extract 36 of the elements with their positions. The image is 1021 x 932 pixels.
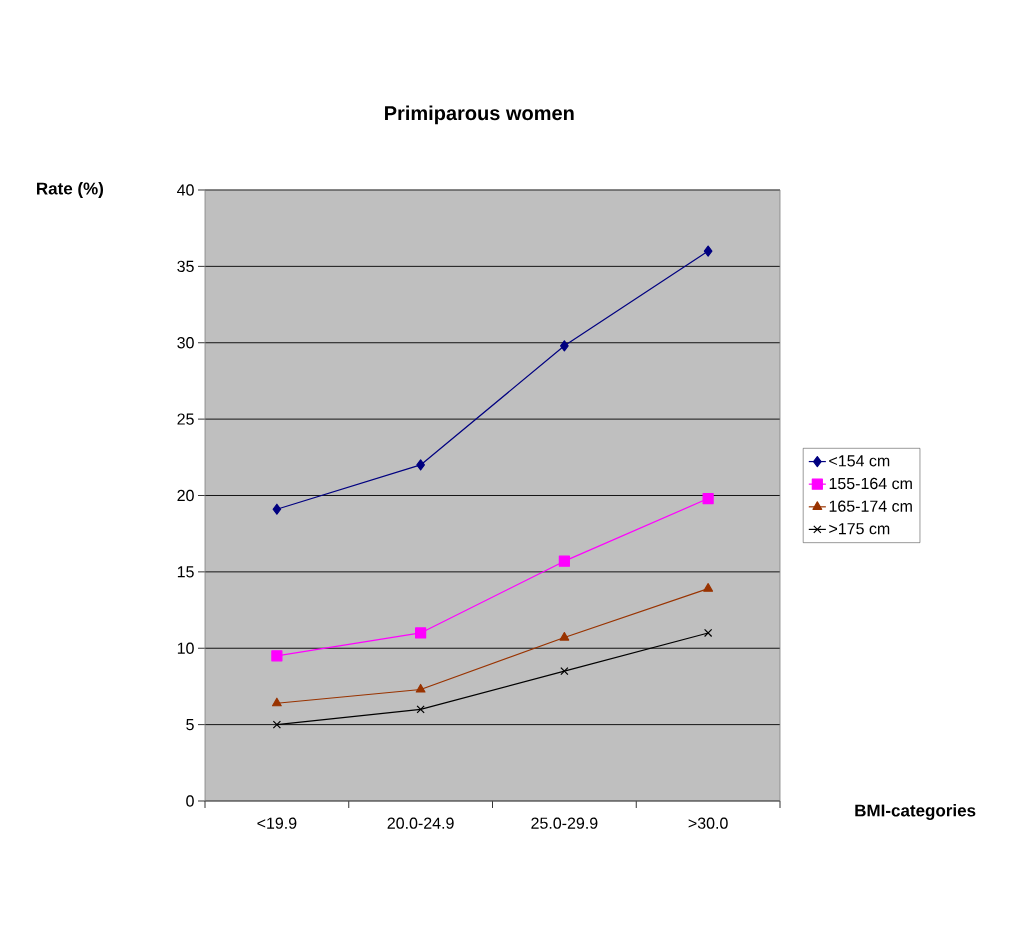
x-tick-label: <19.9 [257,817,297,829]
point [703,583,714,592]
point [415,683,426,693]
point [271,697,282,707]
x-tick-label: 25.0-29.9 [531,817,598,829]
x-axis-title: BMI-categories [855,804,976,820]
y-tick-label: 35 [177,260,194,273]
legend-label: <154 cm [829,455,890,467]
legend-label: 155-164 cm [829,477,912,490]
point [272,503,282,515]
point [272,720,282,729]
x-tick-label: >30.0 [688,817,728,829]
point [703,628,713,638]
point [560,667,569,676]
y-tick-label: 15 [177,566,194,578]
y-tick-label: 10 [177,642,194,654]
chart-title: Primiparous women [385,105,574,125]
y-axis-title: Rate (%) [37,182,104,198]
y-tick-label: 30 [177,337,194,349]
y-tick-label: 25 [177,413,194,425]
point [560,340,569,352]
legend-label: >175 cm [829,523,890,535]
y-tick-label: 0 [186,795,194,807]
point [416,705,425,714]
point [416,459,425,471]
y-tick-label: 40 [177,184,194,196]
point [415,627,427,639]
legend-label: 165-174 cm [829,500,912,512]
point [703,245,713,257]
point [559,631,570,641]
x-tick-label: 20.0-24.9 [387,817,454,829]
point [702,492,714,505]
y-tick-label: 5 [186,719,194,731]
point [271,650,283,662]
point [558,555,570,567]
y-tick-label: 20 [177,489,194,502]
